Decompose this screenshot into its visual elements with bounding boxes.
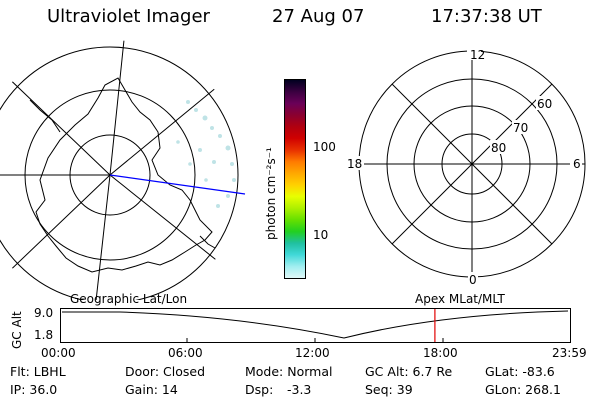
time-tick-12: 12:00 bbox=[295, 346, 330, 360]
dsp-value: -3.3 bbox=[287, 382, 312, 397]
gc-alt-value: GC Alt: 6.7 Re bbox=[365, 364, 453, 379]
colorbar-tick-10: 10 bbox=[313, 228, 329, 242]
colorbar-tick-100: 100 bbox=[313, 140, 336, 154]
time-tick-0: 00:00 bbox=[41, 346, 76, 360]
lat-label-80: 80 bbox=[491, 141, 506, 155]
geographic-map-label: Geographic Lat/Lon bbox=[70, 292, 188, 306]
mlt-label-6: 6 bbox=[573, 157, 581, 171]
mlt-label-0: 0 bbox=[469, 273, 477, 287]
altitude-plot bbox=[60, 308, 571, 343]
emission-dots bbox=[176, 100, 236, 208]
lat-label-60: 60 bbox=[537, 97, 552, 111]
geographic-grid bbox=[0, 40, 245, 300]
gain-value: Gain: 14 bbox=[125, 382, 178, 397]
glat-value: GLat: -83.6 bbox=[485, 364, 555, 379]
door-status: Door: Closed bbox=[125, 364, 206, 379]
lat-label-70: 70 bbox=[513, 121, 528, 135]
image-time: 17:37:38 UT bbox=[431, 6, 542, 27]
alt-axis-label: GC Alt bbox=[10, 311, 24, 349]
dsp-label: Dsp: bbox=[245, 382, 274, 397]
color-scale-bar bbox=[284, 79, 306, 279]
colorbar-label: photon cm⁻²s⁻¹ bbox=[264, 147, 278, 240]
coastline bbox=[35, 77, 213, 273]
time-tick-end: 23:59 bbox=[552, 346, 587, 360]
time-tick-18: 18:00 bbox=[423, 346, 458, 360]
mode-value: Mode: Normal bbox=[245, 364, 333, 379]
magnetic-map-label: Apex MLat/MLT bbox=[415, 292, 505, 306]
geographic-map bbox=[0, 40, 246, 300]
instrument-title: Ultraviolet Imager bbox=[47, 6, 210, 27]
altitude-curve bbox=[62, 310, 569, 339]
image-date: 27 Aug 07 bbox=[272, 6, 365, 27]
alt-tick-9: 9.0 bbox=[34, 306, 54, 320]
filter-value: Flt: LBHL bbox=[10, 364, 66, 379]
seq-value: Seq: 39 bbox=[365, 382, 413, 397]
time-tick-6: 06:00 bbox=[168, 346, 203, 360]
mlt-label-12: 12 bbox=[470, 48, 485, 62]
magnetic-polar-plot: 12 18 6 0 60 70 80 bbox=[346, 48, 586, 287]
orbit-track bbox=[109, 174, 246, 195]
ip-value: IP: 36.0 bbox=[10, 382, 58, 397]
glon-value: GLon: 268.1 bbox=[485, 382, 561, 397]
mlt-label-18: 18 bbox=[347, 157, 362, 171]
alt-tick-1-8: 1.8 bbox=[34, 328, 54, 342]
